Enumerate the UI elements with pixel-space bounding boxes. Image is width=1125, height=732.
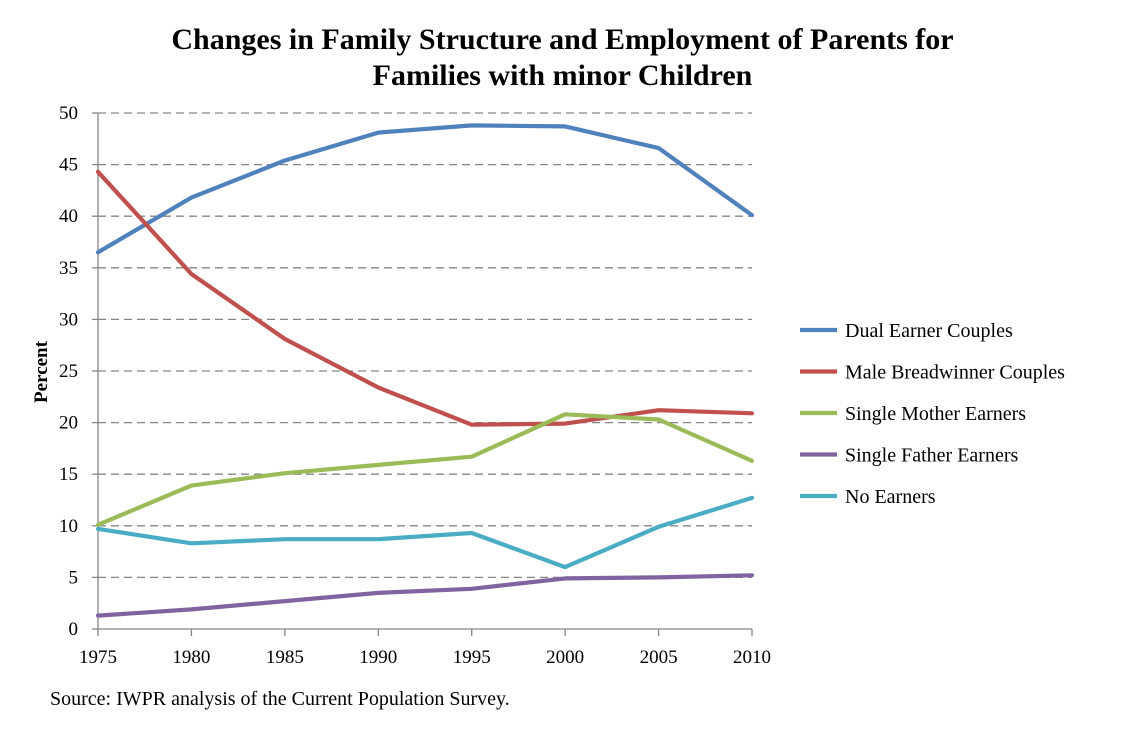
x-tick-label: 2005 bbox=[640, 647, 678, 668]
x-tick-label: 1975 bbox=[79, 647, 117, 668]
y-tick-label: 45 bbox=[59, 155, 78, 176]
legend-label-dual-earner-couples: Dual Earner Couples bbox=[845, 320, 1013, 342]
gridlines bbox=[98, 112, 752, 579]
x-tick-label: 1995 bbox=[453, 647, 491, 668]
legend-label-no-earners: No Earners bbox=[845, 486, 936, 508]
x-tick-label: 2000 bbox=[546, 647, 584, 668]
y-tick-label: 20 bbox=[59, 413, 78, 434]
y-tick-label: 50 bbox=[59, 103, 78, 124]
series-lines bbox=[95, 123, 755, 618]
chart-title-line-2: Families with minor Children bbox=[372, 59, 753, 92]
x-tick-label: 2010 bbox=[733, 647, 771, 668]
series-line-dual-earner-couples bbox=[95, 123, 755, 255]
y-tick-label: 0 bbox=[69, 619, 79, 640]
axes: 0 5 10 15 20 25 30 35 40 45 50 1975 1980 1985 1990 1995… bbox=[59, 103, 771, 668]
chart-title: Changes in Family Structure and Employme… bbox=[0, 22, 1125, 94]
y-tick-label: 30 bbox=[59, 309, 78, 330]
y-tick-label: 40 bbox=[59, 206, 78, 227]
y-axis-title: Percent bbox=[31, 340, 52, 403]
y-tick-label: 35 bbox=[59, 258, 78, 279]
legend: Dual Earner Couples Male Breadwinner Coup… bbox=[800, 320, 1065, 508]
series-line-single-mother-earners bbox=[95, 412, 755, 527]
legend-label-male-breadwinner-couples: Male Breadwinner Couples bbox=[845, 362, 1065, 384]
legend-label-single-mother-earners: Single Mother Earners bbox=[845, 403, 1026, 425]
y-tick-label: 5 bbox=[69, 567, 79, 588]
x-tick-label: 1980 bbox=[172, 647, 210, 668]
source-note: Source: IWPR analysis of the Current Pop… bbox=[50, 688, 510, 710]
x-tick-label: 1985 bbox=[266, 647, 304, 668]
legend-label-single-father-earners: Single Father Earners bbox=[845, 445, 1018, 467]
y-tick-label: 25 bbox=[59, 361, 78, 382]
series-line-male-breadwinner-couples bbox=[95, 169, 755, 427]
series-line-no-earners bbox=[95, 495, 755, 570]
y-tick-label: 15 bbox=[59, 464, 78, 485]
series-line-single-father-earners bbox=[95, 573, 755, 618]
x-tick-label: 1990 bbox=[359, 647, 397, 668]
chart-title-line-1: Changes in Family Structure and Employme… bbox=[171, 23, 954, 56]
y-tick-label: 10 bbox=[59, 516, 78, 537]
